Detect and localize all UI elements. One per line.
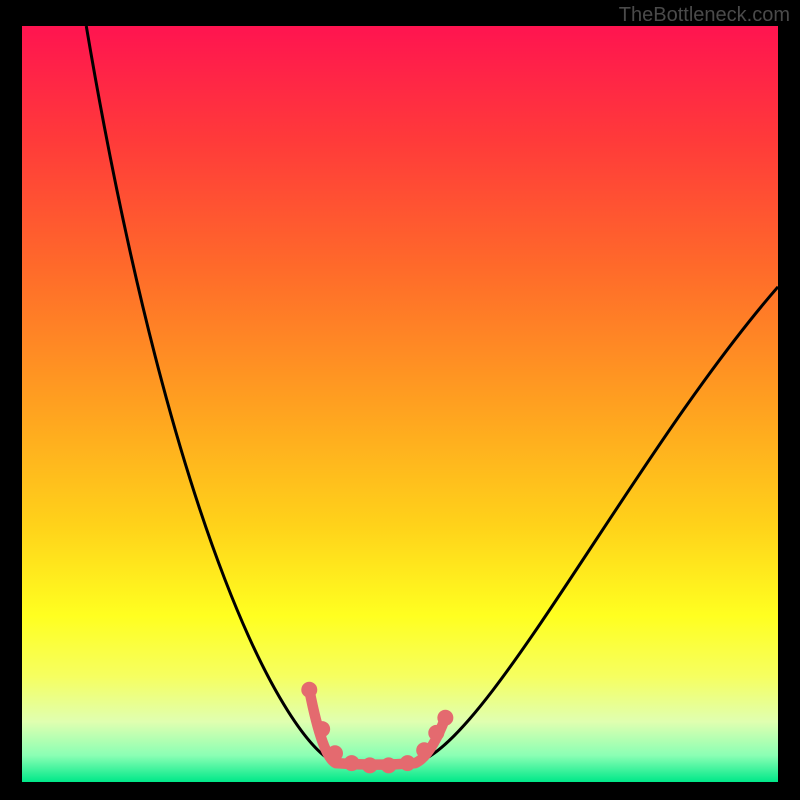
optimal-point-marker: [437, 710, 453, 726]
optimal-point-marker: [381, 757, 397, 773]
optimal-point-marker: [327, 745, 343, 761]
optimal-point-marker: [428, 725, 444, 741]
optimal-point-marker: [344, 755, 360, 771]
bottleneck-chart: [0, 0, 800, 800]
optimal-point-marker: [400, 755, 416, 771]
watermark-text: TheBottleneck.com: [619, 4, 790, 27]
optimal-point-marker: [301, 682, 317, 698]
plot-background: [22, 26, 778, 782]
optimal-point-marker: [314, 721, 330, 737]
optimal-point-marker: [362, 757, 378, 773]
optimal-point-marker: [416, 742, 432, 758]
